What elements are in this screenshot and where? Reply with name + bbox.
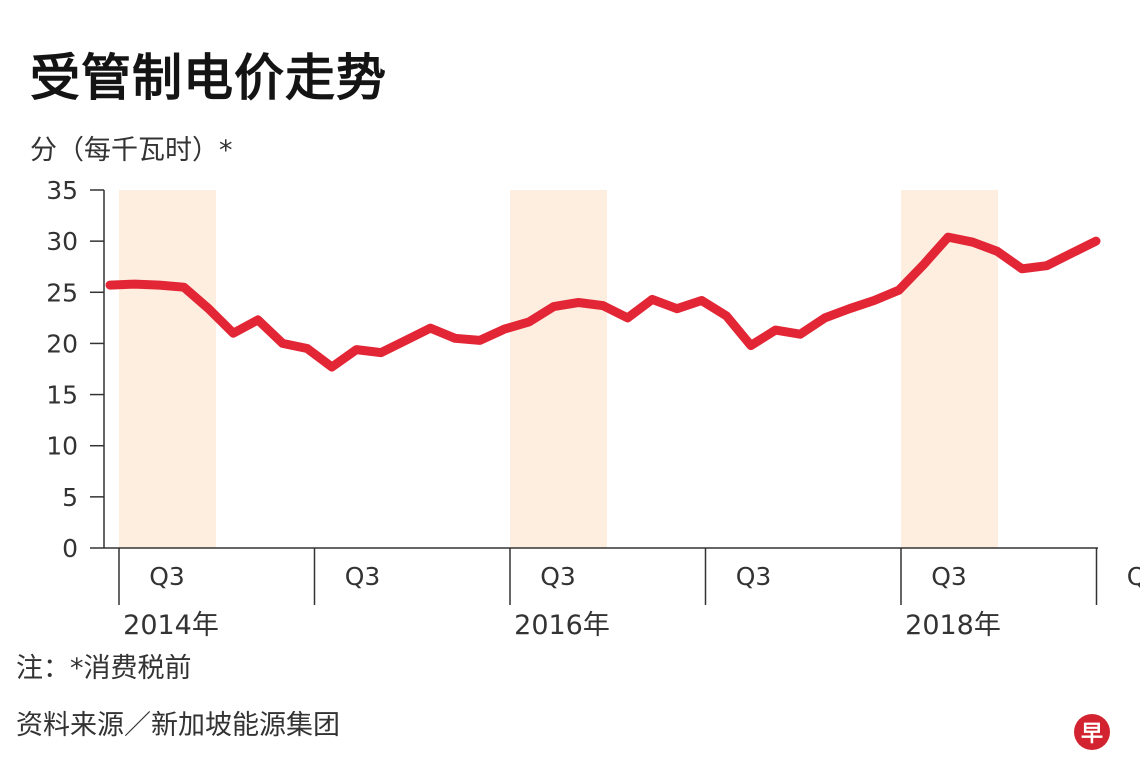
x-tick-labels: Q3Q3Q3Q3Q3Q3Q3Q3Q3Q32014年2016年2018年2020年… (123, 562, 1140, 641)
x-quarter-label: Q3 (736, 562, 772, 591)
brand-logo: 早 (1074, 714, 1110, 750)
y-tick-label: 5 (62, 483, 78, 512)
y-tick-label: 30 (46, 227, 78, 256)
year-band (119, 190, 216, 548)
year-band (510, 190, 607, 548)
source-credit: 资料来源／新加坡能源集团 (16, 710, 340, 741)
y-tick-labels: 0 5 10 15 20 25 30 35 (46, 176, 78, 563)
series-line (105, 232, 1101, 372)
x-year-label: 2016年 (514, 610, 610, 641)
footnote: 注：*消费税前 (16, 653, 192, 684)
y-tick-label: 0 (62, 534, 78, 563)
y-tick-label: 25 (46, 278, 78, 307)
x-quarter-label: Q3 (345, 562, 381, 591)
x-year-label: 2018年 (905, 610, 1001, 641)
year-shading-bands (119, 190, 998, 548)
x-quarter-label: Q3 (931, 562, 967, 591)
y-tick-label: 15 (46, 381, 78, 410)
y-tick-label: 20 (46, 329, 78, 358)
x-quarter-label: Q3 (149, 562, 185, 591)
axes (90, 189, 1098, 605)
y-tick-label: 35 (46, 176, 78, 205)
x-quarter-label: Q3 (540, 562, 576, 591)
x-quarter-label: Q3 (1127, 562, 1140, 591)
y-tick-label: 10 (46, 432, 78, 461)
series-layer (105, 232, 1101, 372)
x-year-label: 2014年 (123, 610, 219, 641)
chart-title: 受管制电价走势 (30, 49, 387, 107)
y-axis-unit-label: 分（每千瓦时）* (30, 135, 233, 166)
